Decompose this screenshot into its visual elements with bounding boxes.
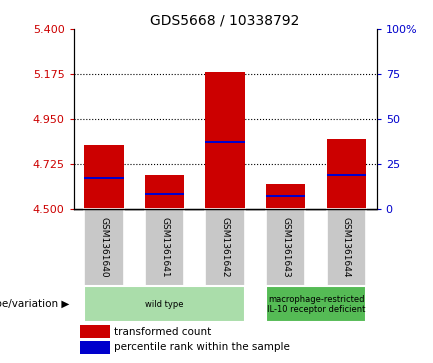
Bar bbox=[266, 184, 305, 209]
Bar bbox=[326, 139, 366, 209]
Bar bbox=[84, 286, 245, 322]
Bar bbox=[84, 209, 124, 286]
Text: GSM1361642: GSM1361642 bbox=[221, 217, 229, 278]
Text: GSM1361641: GSM1361641 bbox=[160, 217, 169, 278]
Bar bbox=[80, 325, 110, 338]
Bar bbox=[266, 286, 366, 322]
Bar bbox=[145, 193, 184, 195]
Title: GDS5668 / 10338792: GDS5668 / 10338792 bbox=[151, 14, 300, 28]
Text: wild type: wild type bbox=[145, 300, 184, 309]
Bar bbox=[145, 209, 184, 286]
Bar bbox=[145, 175, 184, 209]
Bar bbox=[266, 195, 305, 197]
Bar bbox=[80, 341, 110, 354]
Bar bbox=[84, 177, 124, 179]
Text: GSM1361640: GSM1361640 bbox=[100, 217, 108, 278]
Text: percentile rank within the sample: percentile rank within the sample bbox=[114, 342, 290, 352]
Text: GSM1361644: GSM1361644 bbox=[342, 217, 351, 278]
Bar bbox=[326, 209, 366, 286]
Text: macrophage-restricted
IL-10 receptor deficient: macrophage-restricted IL-10 receptor def… bbox=[267, 295, 365, 314]
Bar bbox=[84, 145, 124, 209]
Bar bbox=[206, 209, 245, 286]
Bar bbox=[206, 141, 245, 143]
Bar bbox=[326, 174, 366, 176]
Bar bbox=[266, 209, 305, 286]
Text: transformed count: transformed count bbox=[114, 327, 211, 337]
Text: GSM1361643: GSM1361643 bbox=[281, 217, 290, 278]
Bar bbox=[206, 72, 245, 209]
Text: genotype/variation ▶: genotype/variation ▶ bbox=[0, 299, 69, 309]
